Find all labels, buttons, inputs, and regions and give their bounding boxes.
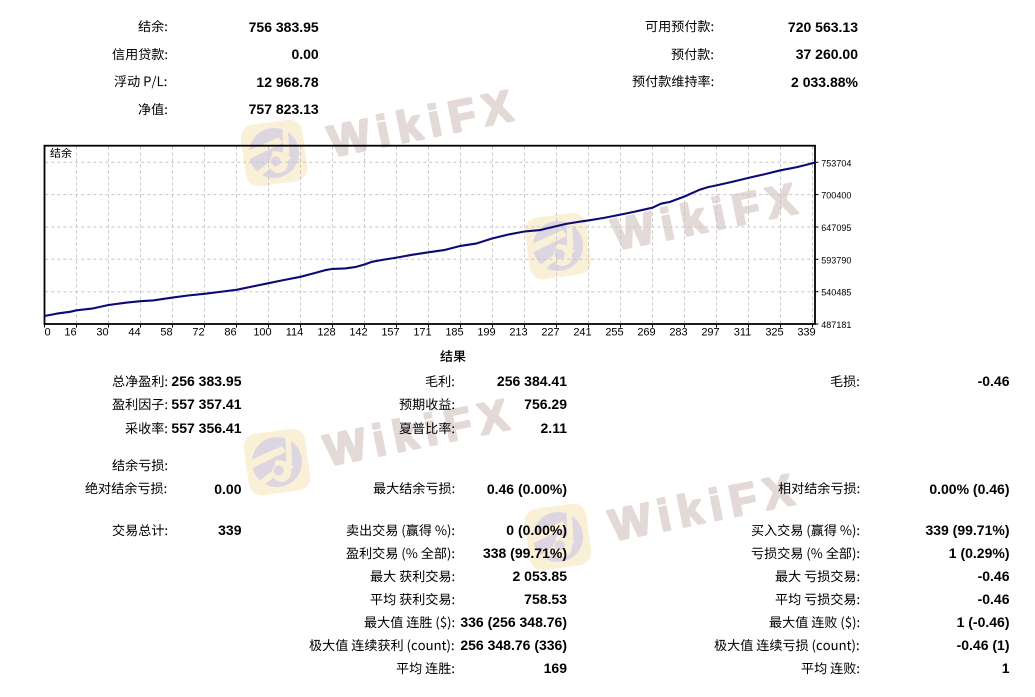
svg-text:753704: 753704: [821, 158, 851, 168]
svg-text:283: 283: [669, 327, 687, 339]
svg-text:44: 44: [128, 327, 140, 339]
svg-text:30: 30: [96, 327, 108, 339]
svg-text:72: 72: [192, 327, 204, 339]
svg-text:339: 339: [797, 327, 815, 339]
svg-text:227: 227: [541, 327, 559, 339]
svg-text:700400: 700400: [821, 191, 851, 201]
svg-text:241: 241: [573, 327, 591, 339]
svg-text:213: 213: [509, 327, 527, 339]
svg-text:128: 128: [317, 327, 335, 339]
svg-text:0: 0: [44, 327, 50, 339]
svg-text:325: 325: [765, 327, 783, 339]
svg-text:255: 255: [605, 327, 623, 339]
svg-text:311: 311: [734, 327, 752, 339]
svg-text:593790: 593790: [821, 255, 851, 265]
svg-text:487181: 487181: [821, 320, 851, 330]
svg-text:171: 171: [413, 327, 431, 339]
svg-text:142: 142: [349, 327, 367, 339]
svg-text:157: 157: [381, 327, 399, 339]
svg-text:185: 185: [445, 327, 463, 339]
svg-text:647095: 647095: [821, 223, 851, 233]
svg-text:540485: 540485: [821, 288, 851, 298]
svg-text:269: 269: [637, 327, 655, 339]
svg-text:100: 100: [253, 327, 271, 339]
svg-text:16: 16: [64, 327, 76, 339]
svg-text:297: 297: [701, 327, 719, 339]
svg-text:114: 114: [286, 327, 304, 339]
svg-text:86: 86: [224, 327, 236, 339]
svg-text:199: 199: [477, 327, 495, 339]
svg-text:58: 58: [160, 327, 172, 339]
